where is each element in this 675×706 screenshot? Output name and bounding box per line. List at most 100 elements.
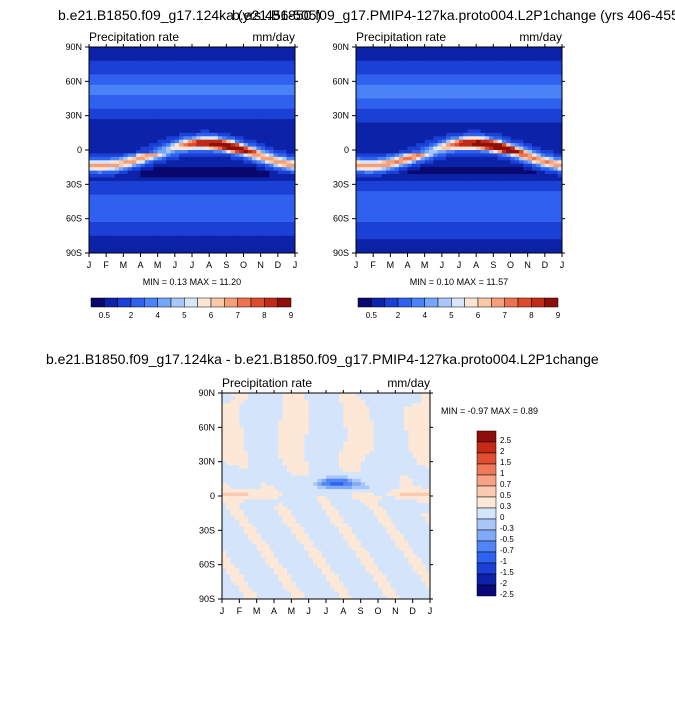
field-cell (110, 116, 115, 120)
field-cell (153, 184, 158, 188)
field-cell (395, 112, 400, 116)
field-cell (166, 246, 171, 250)
field-cell (102, 205, 107, 209)
field-cell (278, 164, 283, 168)
field-cell (476, 177, 481, 181)
field-cell (196, 74, 201, 78)
field-cell (244, 177, 249, 181)
field-cell (175, 68, 180, 72)
field-cell (256, 243, 261, 247)
field-cell (442, 88, 447, 92)
field-cell (209, 191, 214, 195)
field-cell (446, 71, 451, 75)
field-cell (286, 202, 291, 206)
field-cell (286, 171, 291, 175)
field-cell (455, 164, 460, 168)
field-cell (136, 215, 141, 219)
field-cell (201, 174, 206, 178)
field-cell (128, 184, 133, 188)
field-cell (390, 119, 395, 123)
field-cell (408, 78, 413, 82)
field-cell (438, 54, 443, 58)
field-cell (166, 184, 171, 188)
field-cell (446, 74, 451, 78)
field-cell (141, 102, 146, 106)
field-cell (196, 57, 201, 61)
field-cell (429, 92, 434, 96)
field-cell (231, 99, 236, 103)
field-cell (416, 129, 421, 133)
field-cell (549, 88, 554, 92)
field-cell (93, 243, 98, 247)
field-cell (459, 150, 464, 154)
field-cell (549, 47, 554, 51)
field-cell (89, 150, 94, 154)
field-cell (205, 160, 210, 164)
field-cell (171, 50, 176, 54)
field-cell (416, 123, 421, 127)
field-cell (489, 171, 494, 175)
field-cell (226, 147, 231, 151)
field-cell (519, 88, 524, 92)
field-cell (377, 153, 382, 157)
field-cell (459, 164, 464, 168)
field-cell (136, 78, 141, 82)
field-cell (123, 222, 128, 226)
field-cell (536, 164, 541, 168)
field-cell (123, 64, 128, 68)
field-cell (485, 119, 490, 123)
field-cell (248, 140, 253, 144)
field-cell (231, 177, 236, 181)
field-cell (106, 208, 111, 212)
field-cell (158, 50, 163, 54)
field-cell (115, 246, 120, 250)
field-cell (549, 61, 554, 65)
field-cell (498, 174, 503, 178)
field-cell (205, 136, 210, 140)
field-cell (265, 174, 270, 178)
field-cell (252, 219, 257, 223)
field-cell (403, 177, 408, 181)
colorbar-swatch (264, 298, 277, 307)
field-cell (171, 239, 176, 243)
field-cell (192, 174, 197, 178)
field-cell (145, 171, 150, 175)
field-cell (438, 116, 443, 120)
field-cell (468, 143, 473, 147)
field-cell (278, 171, 283, 175)
field-cell (153, 171, 158, 175)
field-cell (158, 236, 163, 240)
field-cell (158, 95, 163, 99)
field-cell (442, 85, 447, 89)
field-cell (145, 205, 150, 209)
field-cell (158, 171, 163, 175)
field-cell (472, 177, 477, 181)
field-cell (244, 188, 249, 192)
field-cell (412, 188, 417, 192)
field-cell (175, 116, 180, 120)
field-cell (205, 202, 210, 206)
field-cell (213, 232, 218, 236)
field-cell (171, 188, 176, 192)
field-cell (141, 226, 146, 230)
field-cell (141, 212, 146, 216)
field-cell (265, 112, 270, 116)
field-cell (136, 181, 141, 185)
field-cell (102, 126, 107, 130)
field-cell (153, 226, 158, 230)
field-cell (205, 88, 210, 92)
field-cell (231, 160, 236, 164)
field-cell (502, 160, 507, 164)
field-cell (420, 95, 425, 99)
field-cell (153, 78, 158, 82)
field-cell (523, 74, 528, 78)
field-cell (192, 133, 197, 137)
field-cell (408, 71, 413, 75)
field-cell (256, 184, 261, 188)
field-cell (433, 61, 438, 65)
field-cell (244, 243, 249, 247)
field-cell (433, 160, 438, 164)
field-cell (412, 157, 417, 161)
field-cell (235, 171, 240, 175)
field-cell (110, 143, 115, 147)
